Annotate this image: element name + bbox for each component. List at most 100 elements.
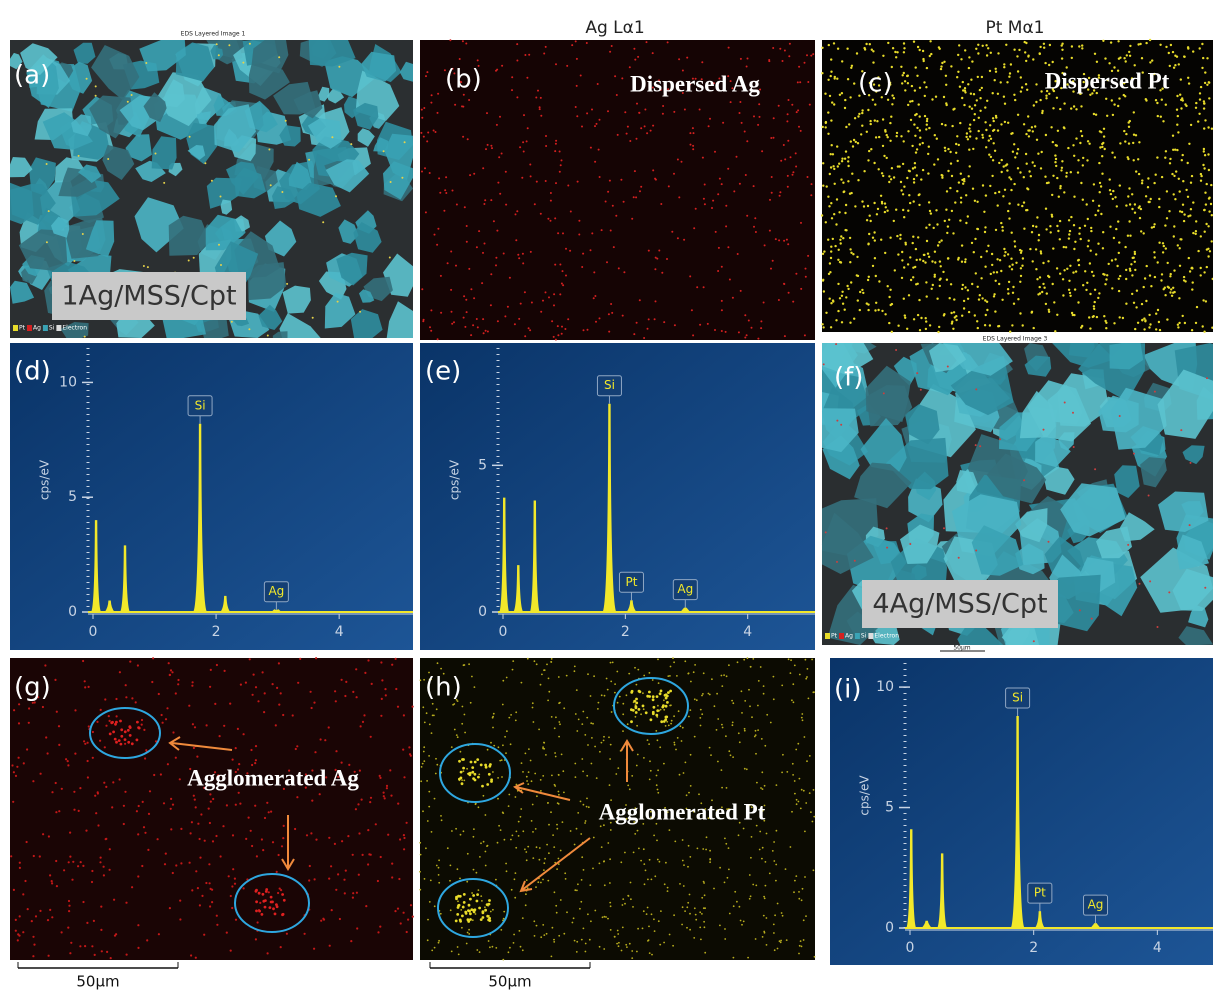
signal-dot (806, 676, 808, 678)
signal-dot (456, 913, 459, 916)
signal-dot (753, 185, 755, 187)
signal-dot (1086, 203, 1088, 205)
signal-dot (668, 725, 670, 727)
signal-dot (617, 767, 619, 769)
signal-dot (806, 54, 808, 56)
signal-dot (526, 77, 528, 79)
signal-dot (170, 808, 172, 810)
signal-dot (255, 889, 258, 892)
signal-dot (175, 692, 177, 694)
signal-dot (229, 703, 231, 705)
signal-dot (1181, 159, 1183, 161)
signal-dot (907, 263, 909, 265)
signal-dot (170, 828, 172, 830)
signal-dot (797, 743, 799, 745)
signal-dot (1114, 156, 1116, 158)
signal-dot (1200, 235, 1202, 237)
signal-dot (882, 55, 884, 57)
signal-dot (729, 279, 731, 281)
signal-dot (580, 833, 582, 835)
signal-dot (653, 835, 655, 837)
signal-dot (830, 75, 832, 77)
signal-dot (1019, 312, 1021, 314)
signal-dot (542, 746, 544, 748)
signal-dot (357, 803, 359, 805)
signal-dot (189, 862, 191, 864)
signal-dot (272, 683, 274, 685)
signal-dot (711, 678, 713, 680)
signal-dot (1202, 164, 1204, 166)
signal-dot (1023, 228, 1025, 230)
signal-dot (795, 273, 797, 275)
signal-dot (601, 742, 603, 744)
signal-dot (746, 215, 748, 217)
signal-dot (1094, 214, 1096, 216)
signal-dot (679, 883, 681, 885)
signal-dot (765, 885, 767, 887)
signal-dot (634, 667, 636, 669)
signal-dot (773, 924, 775, 926)
signal-dot (857, 179, 859, 181)
signal-dot (1057, 230, 1059, 232)
signal-dot (1007, 253, 1009, 255)
signal-dot (870, 220, 872, 222)
signal-dot (1200, 180, 1202, 182)
signal-dot (759, 116, 761, 118)
signal-dot (1204, 82, 1206, 84)
signal-dot (926, 124, 928, 126)
signal-dot (1068, 219, 1070, 221)
signal-dot (1012, 286, 1014, 288)
signal-dot (193, 747, 195, 749)
signal-dot (1003, 96, 1005, 98)
signal-dot (1033, 640, 1035, 642)
signal-dot (792, 763, 794, 765)
signal-dot (1000, 222, 1002, 224)
signal-dot (714, 329, 716, 331)
signal-dot (847, 288, 849, 290)
signal-dot (514, 323, 516, 325)
signal-dot (809, 755, 811, 757)
signal-dot (522, 253, 524, 255)
signal-dot (759, 849, 761, 851)
signal-dot (656, 709, 659, 712)
signal-dot (719, 178, 721, 180)
signal-dot (476, 893, 479, 896)
signal-dot (787, 175, 789, 177)
signal-dot (1139, 217, 1141, 219)
signal-dot (763, 302, 765, 304)
signal-dot (170, 798, 172, 800)
signal-dot (831, 217, 833, 219)
signal-dot (682, 860, 684, 862)
signal-dot (658, 920, 660, 922)
signal-dot (1173, 269, 1175, 271)
signal-dot (1159, 329, 1161, 331)
signal-dot (869, 120, 871, 122)
signal-dot (844, 212, 846, 214)
signal-dot (432, 703, 434, 705)
signal-dot (876, 120, 878, 122)
signal-dot (253, 674, 255, 676)
signal-dot (1040, 167, 1042, 169)
signal-dot (485, 814, 487, 816)
signal-dot (639, 690, 642, 693)
signal-dot (823, 290, 825, 292)
signal-dot (278, 662, 280, 664)
signal-dot (587, 744, 589, 746)
signal-dot (455, 265, 457, 267)
signal-dot (274, 913, 277, 916)
signal-dot (1048, 64, 1050, 66)
signal-dot (637, 928, 639, 930)
signal-dot (944, 147, 946, 149)
signal-dot (24, 880, 26, 882)
signal-dot (377, 931, 379, 933)
signal-dot (603, 736, 605, 738)
signal-dot (682, 906, 684, 908)
signal-dot (168, 662, 170, 664)
signal-dot (587, 913, 589, 915)
signal-dot (721, 787, 723, 789)
signal-dot (432, 715, 434, 717)
signal-dot (556, 824, 558, 826)
panel-label: (f) (834, 363, 863, 393)
signal-dot (1077, 259, 1079, 261)
signal-dot (673, 715, 675, 717)
